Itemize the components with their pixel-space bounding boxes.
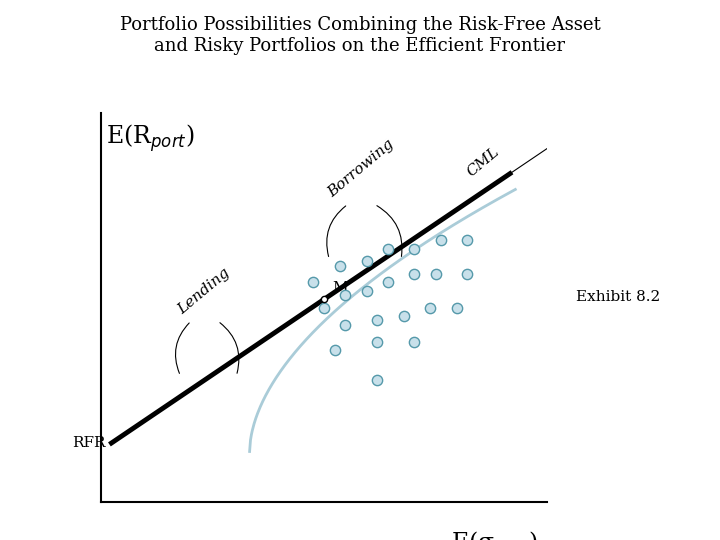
Point [462, 236, 473, 245]
Point [408, 338, 420, 346]
Point [462, 269, 473, 278]
Point [329, 346, 341, 354]
Text: Lending: Lending [176, 265, 233, 317]
Point [425, 303, 436, 312]
Point [334, 261, 346, 270]
Text: M: M [332, 281, 348, 295]
Text: RFR: RFR [73, 436, 106, 450]
Point [430, 269, 441, 278]
Text: Portfolio Possibilities Combining the Risk-Free Asset
and Risky Portfolios on th: Portfolio Possibilities Combining the Ri… [120, 16, 600, 55]
Point [361, 257, 372, 266]
Point [361, 287, 372, 295]
Point [451, 303, 463, 312]
Text: $\mathregular{E(\sigma}_{port}\mathregular{)}$: $\mathregular{E(\sigma}_{port}\mathregul… [451, 530, 537, 540]
Text: $\mathregular{E(R}_{port}\mathregular{)}$: $\mathregular{E(R}_{port}\mathregular{)}… [106, 122, 194, 153]
Point [372, 338, 383, 346]
Point [307, 278, 319, 287]
Point [382, 278, 394, 287]
Point [318, 303, 330, 312]
Point [398, 312, 410, 321]
Text: CML: CML [465, 144, 503, 179]
Point [382, 244, 394, 253]
Point [372, 316, 383, 325]
Point [318, 295, 330, 303]
Text: Borrowing: Borrowing [325, 137, 397, 200]
Point [408, 244, 420, 253]
Point [435, 236, 446, 245]
Point [340, 291, 351, 300]
Point [408, 269, 420, 278]
Point [372, 375, 383, 384]
Point [340, 320, 351, 329]
Text: Exhibit 8.2: Exhibit 8.2 [576, 290, 660, 304]
